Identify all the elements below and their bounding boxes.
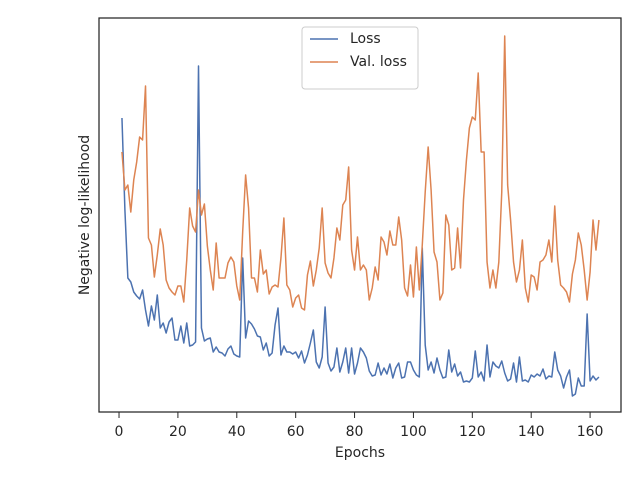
legend: Loss Val. loss	[301, 26, 419, 90]
x-tick-label: 160	[577, 424, 604, 440]
y-axis-label: Negative log-likelihood	[77, 135, 93, 295]
x-tick-label: 0	[115, 424, 124, 440]
x-tick-label: 20	[169, 424, 187, 440]
legend-label: Loss	[350, 31, 381, 47]
line-series	[121, 65, 600, 397]
legend-box	[301, 26, 419, 90]
plot-frame	[98, 17, 622, 413]
legend-label: Val. loss	[350, 54, 407, 70]
x-axis-label: Epochs	[335, 445, 385, 461]
x-tick-label: 80	[346, 424, 364, 440]
x-tick-label: 40	[228, 424, 246, 440]
x-tick-label: 100	[400, 424, 427, 440]
x-tick-label: 120	[459, 424, 486, 440]
line-series	[121, 35, 600, 311]
x-tick-label: 60	[287, 424, 305, 440]
x-tick-label: 140	[518, 424, 545, 440]
